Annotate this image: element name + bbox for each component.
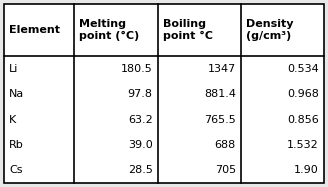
Text: 688: 688: [215, 140, 236, 150]
Text: 1.90: 1.90: [294, 165, 319, 175]
Text: 1.532: 1.532: [287, 140, 319, 150]
Text: 0.534: 0.534: [287, 64, 319, 74]
Text: Density
(g/cm³): Density (g/cm³): [246, 19, 293, 41]
Text: Cs: Cs: [9, 165, 23, 175]
Text: 180.5: 180.5: [121, 64, 153, 74]
Text: 97.8: 97.8: [128, 89, 153, 99]
Text: 705: 705: [215, 165, 236, 175]
Text: Na: Na: [9, 89, 24, 99]
Text: 39.0: 39.0: [128, 140, 153, 150]
Text: Boiling
point °C: Boiling point °C: [163, 19, 213, 41]
Text: Element: Element: [9, 25, 60, 35]
Text: Rb: Rb: [9, 140, 24, 150]
Text: 765.5: 765.5: [204, 114, 236, 125]
Text: Melting
point (°C): Melting point (°C): [79, 19, 140, 41]
Text: 0.856: 0.856: [287, 114, 319, 125]
Text: K: K: [9, 114, 16, 125]
Text: 28.5: 28.5: [128, 165, 153, 175]
Text: 0.968: 0.968: [287, 89, 319, 99]
Text: 63.2: 63.2: [128, 114, 153, 125]
Text: 881.4: 881.4: [204, 89, 236, 99]
Text: 1347: 1347: [208, 64, 236, 74]
Text: Li: Li: [9, 64, 18, 74]
